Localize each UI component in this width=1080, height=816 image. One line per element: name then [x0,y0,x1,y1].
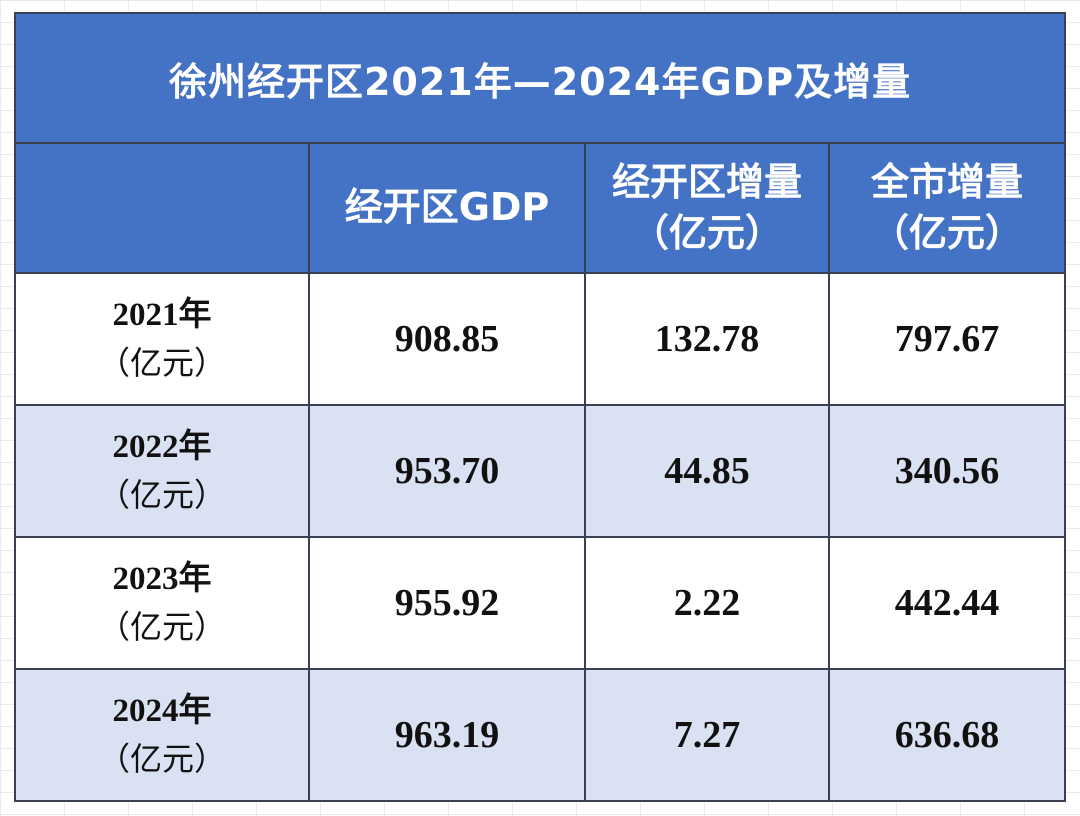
year-label: 2024年 [112,692,212,729]
table-row: 2023年 （亿元） 955.92 2.22 442.44 [14,536,1067,670]
table-title: 徐州经开区2021年—2024年GDP及增量 [13,12,1067,144]
header-zone-increase-label: 经开区增量 [611,159,802,204]
year-cell: 2023年 （亿元） [14,536,310,670]
header-zone-gdp: 经开区GDP [308,142,586,274]
zone-increase-value: 2.22 [584,536,830,670]
year-label: 2023年 [112,560,212,597]
header-year-column [14,142,310,274]
table-row: 2021年 （亿元） 908.85 132.78 797.67 [14,272,1067,406]
gdp-table: 徐州经开区2021年—2024年GDP及增量 经开区GDP 经开区增量 （亿元）… [13,12,1067,802]
year-unit: （亿元） [97,475,226,514]
header-zone-increase: 经开区增量 （亿元） [584,142,830,274]
zone-increase-value: 132.78 [584,272,830,406]
year-unit: （亿元） [97,739,226,778]
zone-gdp-value: 955.92 [308,536,586,670]
city-increase-value: 340.56 [827,404,1067,538]
table-title-row: 徐州经开区2021年—2024年GDP及增量 [13,12,1067,144]
zone-increase-value: 7.27 [584,668,830,802]
city-increase-value: 797.67 [827,272,1067,406]
header-city-increase-unit: （亿元） [871,211,1024,255]
zone-gdp-value: 963.19 [308,668,586,802]
zone-gdp-value: 953.70 [308,404,586,538]
year-label: 2021年 [112,296,212,333]
table-row: 2022年 （亿元） 953.70 44.85 340.56 [14,404,1067,538]
header-zone-gdp-label: 经开区GDP [344,185,550,230]
header-city-increase: 全市增量 （亿元） [827,142,1067,274]
year-cell: 2024年 （亿元） [14,668,310,802]
zone-gdp-value: 908.85 [308,272,586,406]
year-unit: （亿元） [97,607,226,646]
year-cell: 2022年 （亿元） [14,404,310,538]
zone-increase-value: 44.85 [584,404,830,538]
city-increase-value: 442.44 [827,536,1067,670]
table-header-row: 经开区GDP 经开区增量 （亿元） 全市增量 （亿元） [14,142,1067,274]
year-label: 2022年 [112,428,212,465]
header-zone-increase-unit: （亿元） [630,211,783,255]
city-increase-value: 636.68 [827,668,1067,802]
header-city-increase-label: 全市增量 [871,159,1024,204]
table-row: 2024年 （亿元） 963.19 7.27 636.68 [14,668,1067,802]
year-cell: 2021年 （亿元） [14,272,310,406]
year-unit: （亿元） [97,343,226,382]
